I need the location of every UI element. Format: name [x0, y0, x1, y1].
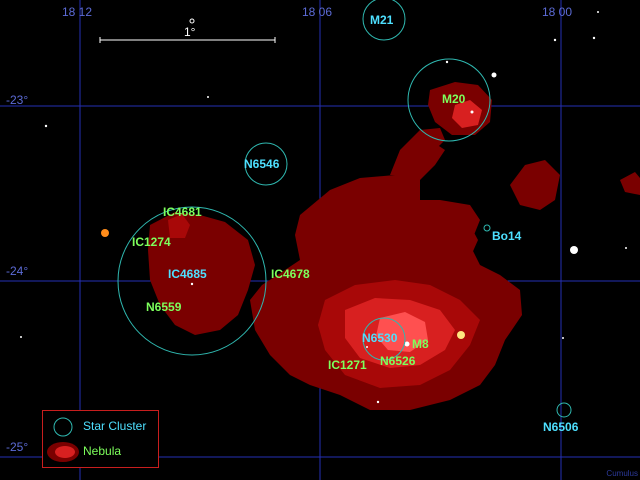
- nebula-label-ic4681[interactable]: IC4681: [163, 205, 202, 219]
- star: [625, 247, 627, 249]
- cluster-label-n6546[interactable]: N6546: [244, 157, 280, 171]
- star: [377, 401, 379, 403]
- star: [457, 331, 465, 339]
- scale-bar-label: 1°: [184, 25, 196, 39]
- star: [554, 39, 556, 41]
- legend-label-cluster: Star Cluster: [83, 419, 146, 433]
- nebula-far-east-patch: [620, 172, 640, 195]
- star: [20, 336, 22, 338]
- cluster-label-n6530[interactable]: N6530: [362, 331, 398, 345]
- nebula-label-n6559[interactable]: N6559: [146, 300, 182, 314]
- star: [471, 111, 474, 114]
- nebula-label-n6526[interactable]: N6526: [380, 354, 416, 368]
- ra-label-18h06: 18 06: [302, 5, 332, 19]
- cluster-label-n6506[interactable]: N6506: [543, 420, 579, 434]
- star: [207, 96, 209, 98]
- cluster-legend-icon: [43, 415, 83, 439]
- dec-label-25: -25°: [6, 440, 28, 454]
- star: [191, 283, 193, 285]
- dec-label-24: -24°: [6, 264, 28, 278]
- nebula-label-ic4678[interactable]: IC4678: [271, 267, 310, 281]
- star: [190, 19, 194, 23]
- star: [101, 229, 109, 237]
- cluster-circle-bo14[interactable]: [484, 225, 490, 231]
- star: [492, 73, 497, 78]
- nebula-label-ic1274[interactable]: IC1274: [132, 235, 171, 249]
- star: [570, 246, 578, 254]
- star: [593, 37, 595, 39]
- legend-label-nebula: Nebula: [83, 444, 121, 458]
- star: [597, 11, 599, 13]
- cluster-label-bo14[interactable]: Bo14: [492, 229, 522, 243]
- star: [446, 61, 448, 63]
- legend-row-cluster: Star Cluster: [43, 415, 158, 439]
- star: [562, 337, 564, 339]
- star: [45, 125, 47, 127]
- nebula-label-ic1271[interactable]: IC1271: [328, 358, 367, 372]
- credit-text: Cumulus: [606, 469, 638, 478]
- legend-row-nebula: Nebula: [43, 440, 158, 464]
- cluster-label-ic4685[interactable]: IC4685: [168, 267, 207, 281]
- star: [366, 346, 368, 348]
- cluster-label-m20[interactable]: M20: [442, 92, 466, 106]
- nebula-east-patch: [510, 160, 560, 210]
- ra-label-18h12: 18 12: [62, 5, 92, 19]
- dec-label-23: -23°: [6, 93, 28, 107]
- ra-label-18h00: 18 00: [542, 5, 572, 19]
- nebula-label-m8[interactable]: M8: [412, 337, 429, 351]
- nebula-legend-icon: [43, 440, 83, 464]
- cluster-circle-n6506[interactable]: [557, 403, 571, 417]
- cluster-label-m21[interactable]: M21: [370, 13, 394, 27]
- map-legend: Star Cluster Nebula: [42, 410, 159, 468]
